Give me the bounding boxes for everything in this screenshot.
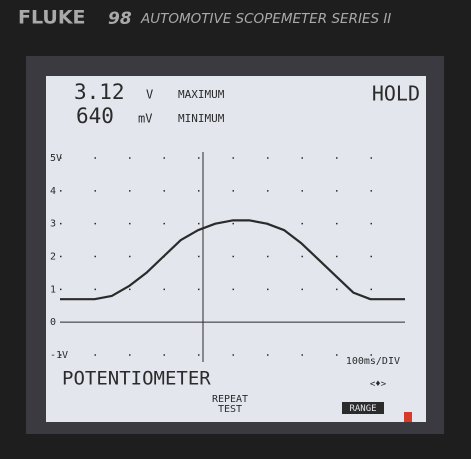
softkey-line: TEST — [218, 404, 242, 415]
y-tick-label: -1V — [50, 350, 68, 361]
lcd — [46, 76, 426, 422]
waveform — [60, 219, 405, 301]
hold: HOLD — [372, 82, 420, 106]
series: AUTOMOTIVE SCOPEMETER SERIES II — [140, 11, 391, 27]
max-unit: V — [146, 88, 153, 102]
y-tick-label: 4 — [50, 186, 56, 197]
y-tick-label: 0 — [50, 317, 56, 328]
arrows: <♦> — [370, 380, 387, 390]
max-value: 3.12 — [74, 80, 125, 104]
y-tick-label: 5V — [50, 153, 62, 164]
model: 98 — [108, 9, 132, 29]
lcd-content: 3.12 V MAXIMUM 640 mV MINIMUM HOLD 100ms… — [50, 80, 420, 415]
brand: FLUKE — [18, 7, 86, 29]
range-label: RANGE — [349, 404, 376, 414]
test-name: POTENTIOMETER — [62, 368, 211, 390]
timebase: 100ms/DIV — [346, 356, 400, 367]
min-unit: mV — [138, 112, 152, 126]
min-value: 640 — [76, 104, 114, 128]
softkey-line: REPEAT — [212, 394, 248, 405]
y-tick-label: 2 — [50, 252, 56, 263]
y-tick-label: 3 — [50, 219, 56, 230]
min-label: MINIMUM — [178, 112, 225, 125]
max-label: MAXIMUM — [178, 88, 225, 101]
y-tick-label: 1 — [50, 284, 56, 295]
range-key — [342, 402, 384, 414]
led — [404, 412, 412, 422]
